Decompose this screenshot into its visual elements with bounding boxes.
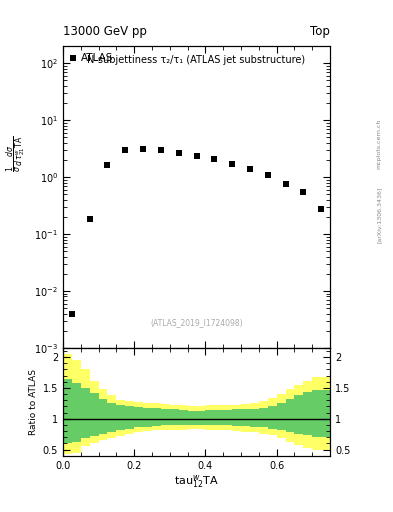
Text: mcplots.cern.ch: mcplots.cern.ch bbox=[377, 118, 382, 168]
X-axis label: tau$_{12}^{w}$TA: tau$_{12}^{w}$TA bbox=[174, 473, 219, 490]
Text: N-subjettiness τ₂/τ₁ (ATLAS jet substructure): N-subjettiness τ₂/τ₁ (ATLAS jet substruc… bbox=[87, 55, 306, 65]
ATLAS bbox=[248, 166, 252, 172]
Line: ATLAS: ATLAS bbox=[69, 146, 342, 316]
ATLAS bbox=[283, 181, 288, 187]
ATLAS bbox=[176, 150, 181, 156]
ATLAS bbox=[319, 206, 323, 212]
ATLAS bbox=[123, 147, 128, 153]
ATLAS bbox=[70, 311, 74, 317]
Text: [arXiv:1306.3436]: [arXiv:1306.3436] bbox=[377, 187, 382, 243]
Text: Top: Top bbox=[310, 26, 330, 38]
Text: (ATLAS_2019_I1724098): (ATLAS_2019_I1724098) bbox=[150, 318, 243, 327]
ATLAS bbox=[337, 224, 342, 230]
ATLAS bbox=[194, 154, 199, 160]
ATLAS bbox=[301, 189, 306, 195]
ATLAS bbox=[265, 172, 270, 178]
Text: 13000 GeV pp: 13000 GeV pp bbox=[63, 26, 147, 38]
ATLAS bbox=[87, 217, 92, 223]
ATLAS bbox=[141, 146, 145, 152]
ATLAS bbox=[158, 147, 163, 153]
Text: $\frac{1}{\sigma}\frac{d\sigma}{d\,\tau_{21}^{w}\mathrm{TA}}$: $\frac{1}{\sigma}\frac{d\sigma}{d\,\tau_… bbox=[4, 135, 28, 172]
Legend: ATLAS: ATLAS bbox=[68, 51, 115, 66]
ATLAS bbox=[105, 162, 110, 168]
ATLAS bbox=[230, 161, 235, 167]
ATLAS bbox=[212, 156, 217, 162]
Y-axis label: Ratio to ATLAS: Ratio to ATLAS bbox=[29, 369, 39, 435]
